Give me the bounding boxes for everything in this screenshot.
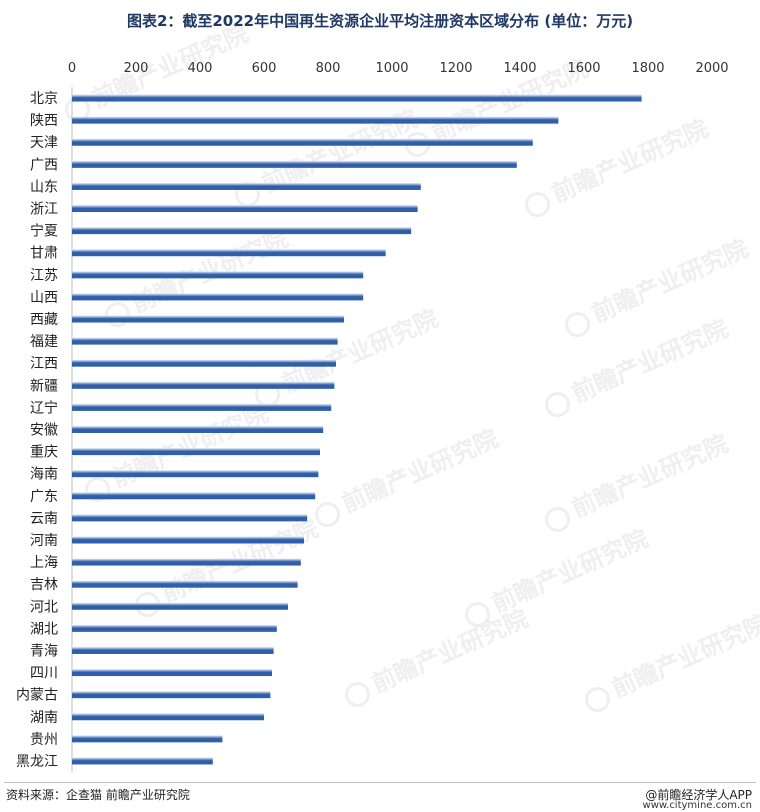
bar (72, 337, 338, 345)
watermark: 前瞻产业研究院 (465, 524, 652, 628)
category-label: 西藏 (30, 312, 58, 328)
bar (72, 426, 324, 433)
watermark: 前瞻产业研究院 (525, 114, 712, 218)
category-label: 青海 (30, 643, 58, 659)
bar (72, 492, 316, 500)
x-tick-label: 800 (316, 61, 341, 76)
category-label: 天津 (30, 135, 58, 151)
category-label: 北京 (30, 91, 58, 107)
bar (72, 182, 421, 190)
category-label: 贵州 (30, 732, 58, 748)
svg-text:前瞻产业研究院: 前瞻产业研究院 (367, 604, 532, 698)
watermark: 前瞻产业研究院 (315, 424, 502, 528)
watermark: 前瞻产业研究院 (585, 609, 760, 713)
brand-label: @前瞻经济学人APP (645, 788, 752, 802)
site-url: www.citymine.com.cn (642, 800, 752, 811)
bar-series (72, 94, 642, 765)
category-label: 山东 (30, 179, 58, 195)
category-label: 辽宁 (30, 399, 58, 416)
bar (72, 669, 272, 677)
bar (72, 359, 336, 367)
source-note: 资料来源：企查猫 前瞻产业研究院 (6, 788, 190, 802)
bar (72, 403, 332, 411)
bar (72, 315, 344, 323)
bar (72, 624, 277, 632)
x-tick-label: 600 (252, 61, 277, 76)
category-label: 海南 (30, 467, 58, 483)
bar (72, 205, 418, 213)
category-label: 黑龙江 (16, 754, 58, 770)
watermark: 前瞻产业研究院 (545, 429, 732, 533)
x-tick-label: 400 (188, 61, 213, 76)
bar (72, 448, 320, 456)
bar (72, 757, 213, 765)
category-label: 重庆 (30, 445, 58, 461)
bar (72, 94, 642, 102)
category-label: 浙江 (30, 202, 58, 218)
bar (72, 271, 364, 279)
bar (72, 691, 271, 699)
category-label: 河南 (30, 533, 58, 549)
chart-title: 图表2：截至2022年中国再生资源企业平均注册资本区域分布 (单位：万元) (126, 12, 634, 30)
bar (72, 735, 223, 743)
svg-text:前瞻产业研究院: 前瞻产业研究院 (567, 429, 732, 523)
category-label: 内蒙古 (16, 688, 58, 704)
category-label: 四川 (30, 666, 58, 682)
bar (72, 249, 386, 257)
svg-text:前瞻产业研究院: 前瞻产业研究院 (567, 314, 732, 408)
footer-divider (4, 782, 756, 783)
svg-text:前瞻产业研究院: 前瞻产业研究院 (587, 234, 752, 328)
x-tick-label: 200 (124, 61, 149, 76)
bar (72, 646, 274, 654)
svg-text:前瞻产业研究院: 前瞻产业研究院 (487, 524, 652, 618)
category-label: 广东 (30, 489, 58, 505)
bar (72, 580, 298, 588)
svg-text:前瞻产业研究院: 前瞻产业研究院 (547, 114, 712, 208)
bar (72, 558, 301, 566)
category-label: 吉林 (30, 577, 58, 593)
bar (72, 293, 364, 301)
category-label: 上海 (30, 555, 58, 571)
category-label: 江苏 (30, 268, 58, 284)
bar (72, 470, 319, 478)
category-label: 甘肃 (30, 246, 58, 262)
category-label: 广西 (30, 157, 58, 173)
svg-text:前瞻产业研究院: 前瞻产业研究院 (337, 424, 502, 518)
watermark: 前瞻产业研究院 (345, 604, 532, 708)
category-label: 江西 (30, 356, 58, 372)
x-tick-label: 1800 (631, 61, 664, 76)
category-label: 云南 (30, 511, 58, 527)
svg-text:前瞻产业研究院: 前瞻产业研究院 (607, 609, 760, 703)
category-label: 安徽 (30, 423, 58, 439)
category-label: 山西 (30, 290, 58, 306)
x-tick-label: 1200 (439, 61, 472, 76)
x-tick-label: 1000 (375, 61, 408, 76)
bar (72, 602, 288, 610)
x-tick-label: 1400 (503, 61, 536, 76)
bar (72, 514, 308, 522)
category-axis: 北京陕西天津广西山东浙江宁夏甘肃江苏山西西藏福建江西新疆辽宁安徽重庆海南广东云南… (16, 91, 58, 770)
bar (72, 227, 412, 235)
svg-text:前瞻产业研究院: 前瞻产业研究院 (127, 224, 292, 318)
category-label: 湖南 (30, 710, 58, 726)
category-label: 新疆 (30, 378, 58, 394)
bar (72, 138, 533, 146)
bar (72, 381, 335, 389)
bar (72, 160, 517, 168)
x-tick-label: 2000 (695, 61, 728, 76)
x-tick-label: 0 (68, 61, 76, 76)
watermark: 前瞻产业研究院 (65, 19, 252, 123)
footer: 资料来源：企查猫 前瞻产业研究院 @前瞻经济学人APP www.citymine… (0, 782, 760, 812)
svg-text:前瞻产业研究院: 前瞻产业研究院 (107, 399, 272, 493)
bar (72, 713, 264, 721)
category-label: 陕西 (30, 113, 58, 129)
category-label: 福建 (30, 334, 58, 350)
bar (72, 116, 559, 124)
x-tick-label: 1600 (567, 61, 600, 76)
category-label: 河北 (30, 599, 58, 615)
category-label: 湖北 (30, 621, 58, 637)
bar (72, 536, 304, 544)
category-label: 宁夏 (30, 223, 58, 240)
